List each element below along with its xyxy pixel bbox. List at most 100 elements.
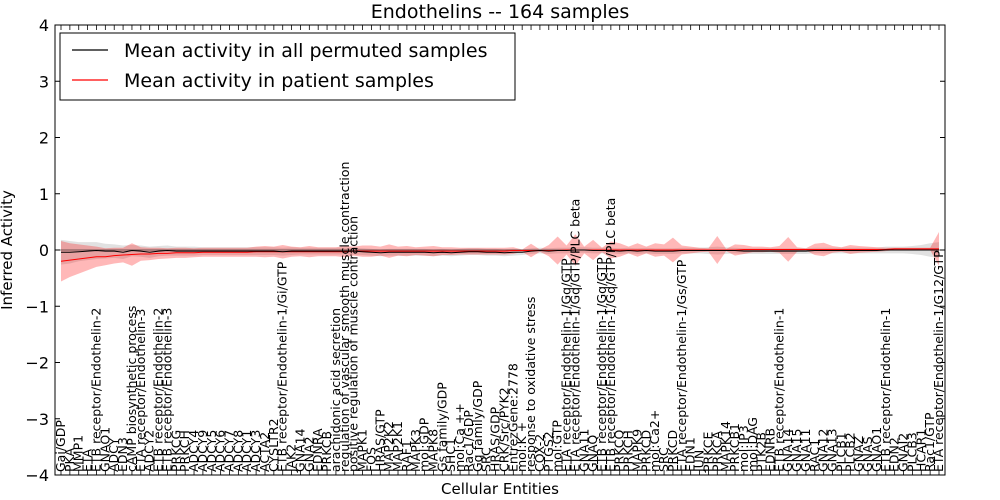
entity-label: CRK/Src/PYK2: [496, 387, 511, 472]
entity-label: SHC1: [443, 438, 458, 472]
entity-label: PRKCQ: [612, 430, 627, 472]
entity-label: FOS: [363, 447, 378, 472]
entity-label: ADCY: [106, 437, 121, 472]
entity-label: RAF1: [399, 440, 414, 472]
entity-label: ETB receptor/Endothelin-1/Gq/GTP/PLC bet…: [603, 198, 618, 472]
series-line-permuted: [61, 249, 939, 254]
entity-label: GNAO1: [97, 427, 112, 472]
entity-label: PRKCE: [700, 432, 715, 472]
series-line-patient: [60, 248, 939, 262]
entity-label: HRAS/GDP: [488, 406, 503, 472]
entity-label: ADCY7: [222, 430, 237, 472]
entity-label: MAPK14: [718, 421, 733, 472]
entity-label: positive regulation of muscle contractio…: [346, 216, 361, 472]
entity-label: GNA2: [301, 436, 316, 472]
entity-label: mol:DAG: [745, 417, 760, 472]
entity-label: response to oxidative stress: [523, 297, 538, 472]
entity-label: ADCY8: [230, 430, 245, 472]
entity-label: CYSLTR2: [266, 418, 281, 472]
entity-label: ETB receptor/Endothelin-1: [771, 308, 786, 472]
legend-label-permuted: Mean activity in all permuted samples: [124, 40, 487, 62]
entity-label: JUN: [692, 450, 707, 473]
entity-label: PLCB3: [904, 432, 919, 472]
y-tick-label: 2: [39, 129, 49, 148]
entity-label: ADCY3: [248, 430, 263, 472]
y-tick-label: −1: [25, 297, 49, 316]
entity-label: ETB receptor/Endothelin-3: [159, 308, 174, 472]
entity-label: EDNRB: [762, 428, 777, 472]
entity-label: PTGS2: [541, 431, 556, 472]
entity-label: ETA receptor/Endothelin-1/Gs/GTP: [674, 259, 689, 472]
entity-label: GNAQ: [585, 435, 600, 472]
y-tick-label: 3: [39, 72, 49, 91]
entity-label: PKA: [62, 447, 77, 472]
entity-label: COX-2: [532, 434, 547, 472]
entity-label: PRKCD: [665, 430, 680, 472]
axes: −4 −3 −2 −1 0 1 2 3 4: [25, 16, 945, 485]
entity-label: Gs family/GDP: [434, 382, 449, 472]
entity-label: PRKCG: [168, 430, 183, 472]
entity-label: ADCY9: [195, 430, 210, 472]
entity-label: PTK2B: [754, 432, 769, 472]
chart-title: Endothelins -- 164 samples: [371, 1, 630, 23]
entity-label: ACTA2: [257, 432, 272, 472]
entity-label: GNA14: [292, 428, 307, 472]
entity-label: mol:Ca ++: [452, 403, 467, 472]
y-axis-title: Inferred Activity: [0, 190, 16, 310]
entity-label: GNAI2: [896, 433, 911, 472]
legend-label-patient: Mean activity in patient samples: [124, 70, 434, 92]
entity-label: MAPK1: [355, 429, 370, 472]
entity-label: PRKCB1: [727, 423, 742, 472]
entity-label: PLCB1: [833, 432, 848, 472]
entity-label: MMP1: [71, 435, 86, 472]
entity-label: regulation of vascular smooth muscle con…: [337, 162, 352, 472]
entity-label: GNA13: [825, 429, 840, 473]
entity-label: PLCB2: [842, 432, 857, 472]
entity-label: ADCY6: [213, 430, 228, 472]
legend-box: [59, 32, 516, 101]
entity-label: PRKCH: [621, 430, 636, 472]
entity-label: SRC: [656, 447, 671, 472]
entity-label: GNAO1: [869, 427, 884, 472]
y-tick-label: 0: [39, 241, 49, 260]
entity-label: GNAZ: [851, 436, 866, 472]
entity-label: cAMP biosynthetic process: [124, 306, 139, 472]
confidence-band-patient: [61, 232, 939, 282]
entity-label: mol:GDP: [417, 417, 432, 472]
entity-label: ETB receptor/Endothelin-2: [88, 308, 103, 472]
entity-label: ETB receptor/Endothelin-1: [878, 308, 893, 472]
entity-label: GNA15: [789, 428, 804, 472]
y-tick-label: 1: [39, 185, 49, 204]
entity-label: MAP2K1: [390, 421, 405, 472]
y-tick-label: −3: [25, 410, 49, 429]
entity-label: ETB receptor/Endothelin-1/Gi/GTP: [275, 261, 290, 472]
entity-label: ADCY2: [142, 430, 157, 472]
entity-label: JAK2: [284, 444, 299, 473]
entity-label: HCAR1: [913, 429, 928, 472]
entity-label: GNA12: [816, 429, 831, 473]
entity-label: RAC1: [807, 439, 822, 472]
entity-label: HRAS/GTP: [372, 409, 387, 472]
entity-label: EDN1: [683, 437, 698, 472]
x-axis-title: Cellular Entities: [441, 480, 559, 498]
entity-label: mol:K +: [514, 422, 529, 472]
entity-label: EDN2: [887, 437, 902, 472]
entity-label: MAPK8: [425, 429, 440, 472]
entity-label: MAP2K2: [381, 421, 396, 472]
entity-label: Gai/GDP: [53, 420, 68, 472]
entity-label: mol:Ca2+: [647, 410, 662, 472]
entity-label: ADCY4: [186, 430, 201, 472]
entity-label: ADCY1: [239, 430, 254, 472]
entity-label: Rac1/GTP: [922, 412, 937, 472]
entity-label: GNAS: [860, 436, 875, 472]
entity-label: mol:IP3: [736, 425, 751, 472]
entity-label: PRKCB: [319, 431, 334, 472]
entity-label: PRKCD: [638, 430, 653, 472]
entity-label: GNA14: [780, 428, 795, 472]
entity-label: PRKCH: [177, 430, 192, 472]
entity-label: Gq family/GDP: [470, 380, 485, 472]
entity-label: ETA receptor/Endothelin-1/Gq/GTP/PLC bet…: [567, 199, 582, 472]
plot-area: [55, 232, 945, 282]
